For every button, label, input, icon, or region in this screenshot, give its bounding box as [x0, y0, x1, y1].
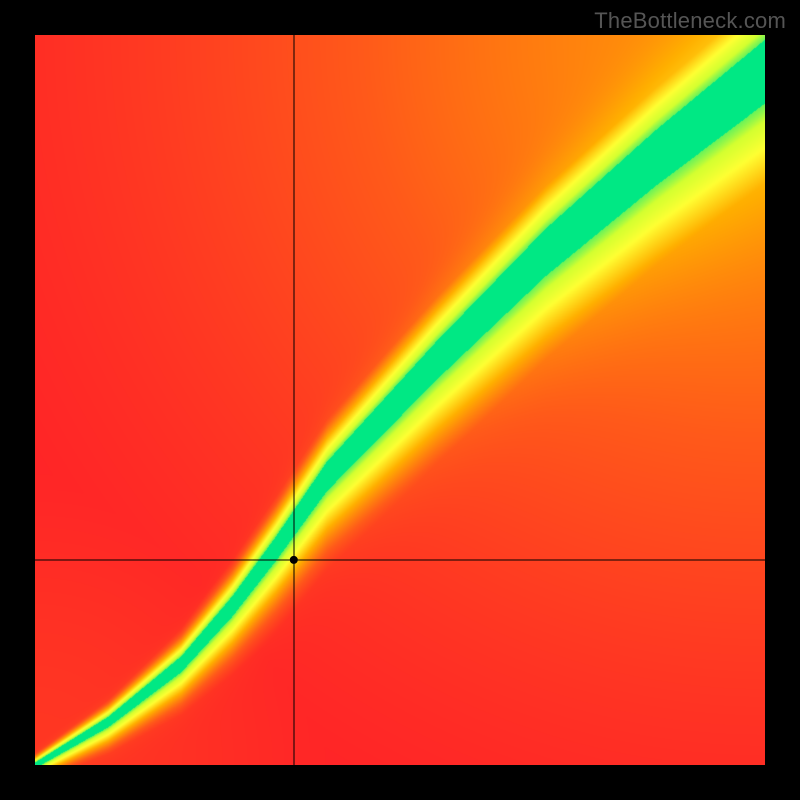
figure-container: TheBottleneck.com — [0, 0, 800, 800]
watermark-text: TheBottleneck.com — [594, 8, 786, 34]
heatmap-canvas — [35, 35, 765, 765]
heatmap-plot-area — [35, 35, 765, 765]
